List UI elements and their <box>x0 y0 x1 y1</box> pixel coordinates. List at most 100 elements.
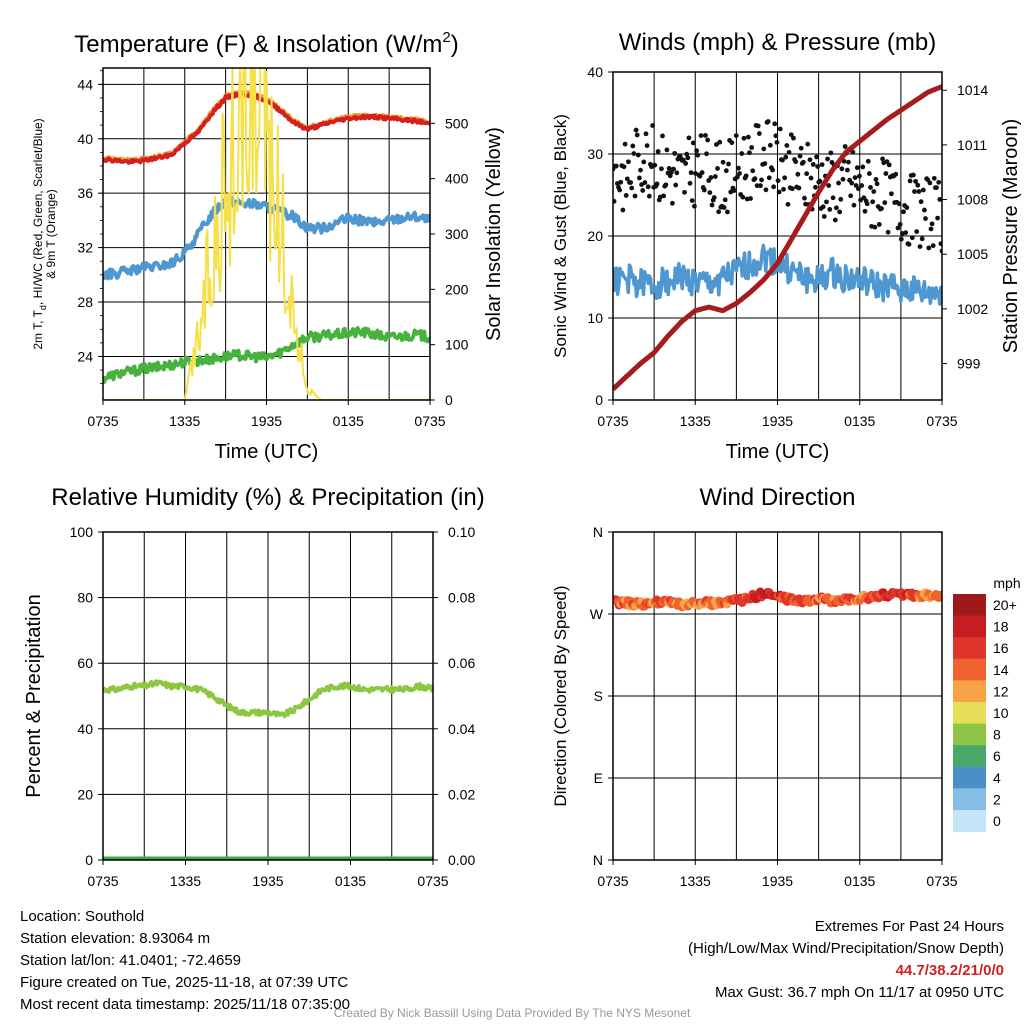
plot-area-rh <box>103 679 433 860</box>
gust-point <box>913 178 918 184</box>
series-pressure <box>613 84 942 391</box>
xtick-label: 1335 <box>680 873 711 889</box>
colorbar: mph 20+ 18 16 14 12 10 8 6 4 2 0 <box>953 575 1021 833</box>
gust-point <box>739 151 745 156</box>
yaxis-label: Direction (Colored By Speed) <box>551 585 570 806</box>
xaxis-label: Time (UTC) <box>726 441 830 463</box>
colorbar-swatch <box>953 594 986 617</box>
gust-point <box>807 157 813 163</box>
plot-frame <box>612 71 943 401</box>
panel-temp: Temperature (F) & Insolation (W/m2) 24 28 3… <box>31 29 505 463</box>
gust-point <box>660 133 665 139</box>
extremes-block: Extremes For Past 24 Hours (High/Low/Max… <box>688 916 1004 1004</box>
gust-point <box>763 187 769 193</box>
gust-point <box>802 195 807 201</box>
ytick-label: 0 <box>595 392 603 408</box>
gust-point <box>842 144 848 149</box>
gust-point <box>635 152 641 158</box>
gust-point <box>655 149 661 154</box>
gust-point <box>920 187 926 193</box>
ytick-label: 40 <box>77 721 93 737</box>
gust-point <box>805 141 811 147</box>
colorbar-label: 6 <box>993 748 1001 764</box>
ytick-label: 40 <box>77 131 93 147</box>
gust-point <box>907 178 913 184</box>
xtick-label: 1335 <box>169 413 200 429</box>
gust-point <box>929 221 935 227</box>
ytick-label: W <box>590 606 604 622</box>
gust-point <box>743 173 749 179</box>
gust-point <box>716 209 722 215</box>
gust-point <box>623 193 629 198</box>
xtick-label: 1935 <box>252 873 283 889</box>
gust-point <box>618 179 624 185</box>
gust-point <box>709 202 715 208</box>
gust-point <box>879 206 884 211</box>
gust-point <box>796 185 802 191</box>
plot-frame <box>102 531 434 861</box>
gust-point <box>756 131 762 136</box>
gust-point <box>701 187 707 193</box>
ytick-right-label: 1014 <box>957 82 988 98</box>
gust-point <box>761 146 767 152</box>
gust-point <box>921 207 927 213</box>
gust-point <box>683 161 689 166</box>
gust-point <box>930 243 936 249</box>
gust-point <box>630 143 636 149</box>
credit-text: Created By Nick Bassill Using Data Provi… <box>333 1006 691 1020</box>
gust-point <box>926 245 932 251</box>
ytick-right-label: 0.10 <box>448 524 475 540</box>
gust-point <box>860 164 866 170</box>
xtick-label: 0735 <box>87 413 118 429</box>
gust-point <box>765 119 771 124</box>
xtick-label: 0735 <box>414 413 445 429</box>
xtick-label: 0735 <box>417 873 448 889</box>
plot-area-winddir <box>613 587 942 612</box>
gust-point <box>783 154 789 160</box>
ytick-right-label: 400 <box>445 171 469 187</box>
gust-point <box>827 206 833 212</box>
panel-winds: Winds (mph) & Pressure (mb) 0 10 20 30 40 999 1… <box>551 29 1022 463</box>
gust-point <box>759 177 764 183</box>
gust-point <box>804 171 810 177</box>
gust-point <box>927 180 933 186</box>
gust-point <box>687 180 693 186</box>
gust-point <box>673 182 679 188</box>
gust-point <box>737 171 742 176</box>
colorbar-label: 12 <box>993 683 1009 699</box>
gust-point <box>640 188 646 193</box>
xtick-label: 1935 <box>762 873 793 889</box>
gust-point <box>876 222 882 227</box>
gust-point <box>888 191 894 197</box>
gust-point <box>874 181 880 187</box>
gust-point <box>740 194 746 200</box>
gust-point <box>747 150 752 156</box>
gust-point <box>846 159 851 165</box>
colorbar-swatch <box>953 745 986 768</box>
xtick-label: 1335 <box>680 413 711 429</box>
gust-point <box>643 131 649 137</box>
gust-point <box>633 127 639 133</box>
gust-point <box>748 196 753 201</box>
xtick-label: 0735 <box>926 873 957 889</box>
xtick-label: 0135 <box>333 413 364 429</box>
gust-point <box>745 134 751 140</box>
plot-frame <box>612 531 943 861</box>
gust-point <box>652 162 658 168</box>
gust-point <box>645 184 651 190</box>
gust-point <box>813 184 818 190</box>
xtick-label: 0735 <box>87 873 118 889</box>
gust-point <box>912 189 917 194</box>
gust-point <box>844 167 850 173</box>
yaxis-right-label: Solar Insolation (Yellow) <box>483 127 505 341</box>
gust-point <box>873 177 879 182</box>
gust-point <box>733 133 739 139</box>
gust-point <box>688 170 694 176</box>
colorbar-swatch <box>953 766 986 789</box>
gust-point <box>909 235 915 241</box>
gust-point <box>840 176 846 182</box>
gust-point <box>837 209 843 215</box>
panel-title-winddir: Wind Direction <box>699 484 855 511</box>
direction-point <box>937 592 942 601</box>
